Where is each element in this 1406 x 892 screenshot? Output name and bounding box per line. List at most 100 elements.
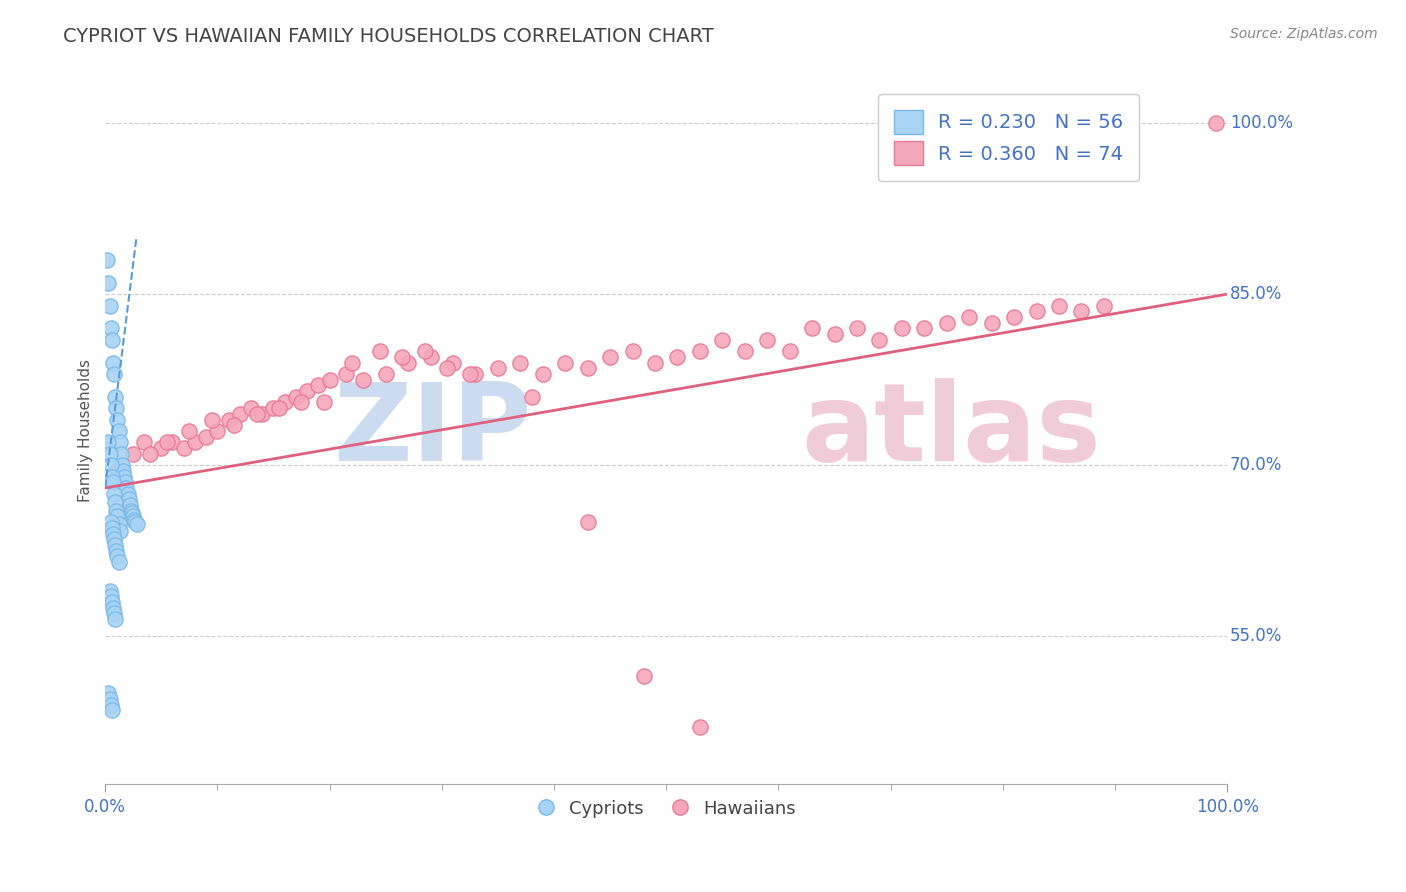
Point [112, 464, 135, 478]
Point [284, 390, 307, 404]
Point [368, 344, 391, 359]
Point [318, 373, 340, 387]
Point [240, 401, 263, 416]
Point [436, 361, 458, 376]
Point [396, 355, 419, 369]
Point [101, 355, 124, 369]
Point [117, 492, 139, 507]
Point [711, 333, 734, 347]
Point [100, 321, 122, 335]
Point [101, 526, 124, 541]
Point [307, 378, 329, 392]
Point [98, 447, 121, 461]
Point [162, 435, 184, 450]
Point [486, 361, 509, 376]
Point [105, 504, 128, 518]
Point [441, 355, 464, 369]
Point [218, 412, 240, 426]
Point [869, 333, 891, 347]
Point [101, 595, 124, 609]
Point [633, 669, 655, 683]
Point [114, 475, 136, 490]
Point [245, 407, 267, 421]
Point [290, 395, 312, 409]
Point [107, 509, 129, 524]
Point [122, 447, 145, 461]
Point [108, 524, 131, 539]
Text: ZIP: ZIP [333, 378, 531, 484]
Text: Source: ZipAtlas.com: Source: ZipAtlas.com [1230, 27, 1378, 41]
Point [104, 494, 127, 508]
Point [100, 458, 122, 472]
Point [104, 538, 127, 552]
Point [912, 321, 935, 335]
Point [101, 475, 124, 490]
Point [756, 333, 779, 347]
Point [150, 441, 173, 455]
Point [295, 384, 318, 398]
Point [101, 521, 124, 535]
Point [531, 367, 554, 381]
Point [312, 395, 335, 409]
Point [100, 515, 122, 529]
Point [101, 333, 124, 347]
Point [824, 326, 846, 341]
Point [413, 344, 436, 359]
Point [195, 430, 218, 444]
Point [134, 435, 156, 450]
Point [224, 418, 246, 433]
Text: 85.0%: 85.0% [1230, 285, 1282, 303]
Point [98, 692, 121, 706]
Text: atlas: atlas [801, 378, 1101, 484]
Point [1205, 116, 1227, 130]
Point [689, 344, 711, 359]
Point [335, 367, 357, 381]
Point [935, 316, 957, 330]
Point [115, 481, 138, 495]
Point [107, 555, 129, 569]
Point [689, 720, 711, 734]
Point [173, 441, 195, 455]
Point [273, 395, 295, 409]
Legend: Cypriots, Hawaiians: Cypriots, Hawaiians [529, 792, 803, 825]
Point [554, 355, 576, 369]
Point [1047, 298, 1070, 312]
Point [621, 344, 644, 359]
Point [101, 703, 124, 717]
Point [107, 412, 129, 426]
Point [104, 612, 127, 626]
Point [846, 321, 869, 335]
Point [111, 458, 134, 472]
Point [97, 276, 120, 290]
Point [101, 600, 124, 615]
Point [374, 367, 396, 381]
Point [1070, 304, 1092, 318]
Text: 55.0%: 55.0% [1230, 627, 1282, 645]
Point [207, 424, 229, 438]
Point [391, 350, 413, 364]
Point [104, 390, 127, 404]
Point [509, 355, 531, 369]
Point [122, 509, 145, 524]
Point [105, 464, 128, 478]
Point [464, 367, 486, 381]
Point [100, 698, 122, 712]
Point [110, 447, 132, 461]
Point [108, 435, 131, 450]
Y-axis label: Family Households: Family Households [79, 359, 93, 502]
Point [100, 589, 122, 603]
Point [107, 517, 129, 532]
Point [120, 504, 142, 518]
Point [98, 298, 121, 312]
Point [267, 401, 290, 416]
Point [156, 435, 179, 450]
Point [125, 517, 148, 532]
Point [105, 401, 128, 416]
Point [121, 506, 143, 520]
Text: 70.0%: 70.0% [1230, 456, 1282, 475]
Point [103, 533, 125, 547]
Point [122, 513, 145, 527]
Point [779, 344, 801, 359]
Point [340, 355, 363, 369]
Point [576, 361, 599, 376]
